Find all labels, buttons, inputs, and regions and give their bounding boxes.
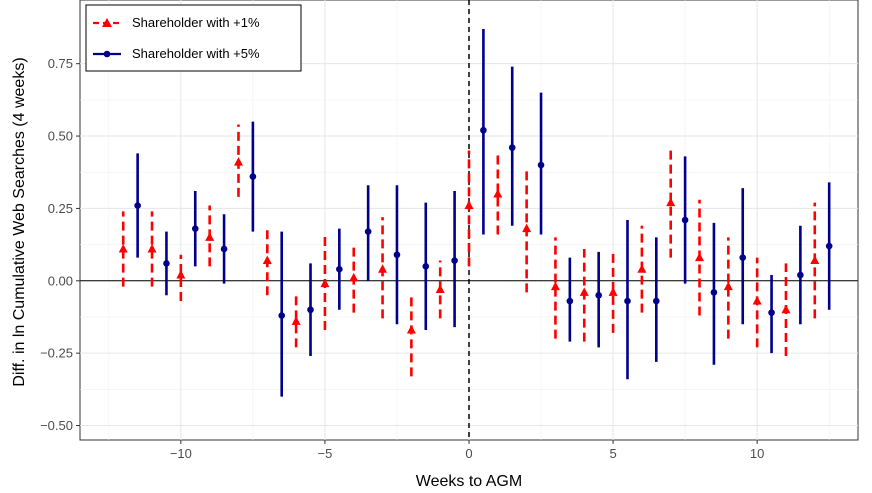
legend-key-series-2 <box>93 50 121 58</box>
point <box>205 232 215 241</box>
y-tick-label: 0.50 <box>48 129 73 144</box>
x-axis-title: Weeks to AGM <box>416 473 522 490</box>
point <box>608 287 618 296</box>
point <box>435 284 445 293</box>
series-marks <box>118 28 833 397</box>
x-tick-label: 0 <box>465 446 472 461</box>
y-tick-label: 0.75 <box>48 56 73 71</box>
point <box>393 251 401 259</box>
point <box>464 200 474 210</box>
point <box>752 296 762 305</box>
y-axis-title: Diff. in ln Cumulative Web Searches (4 w… <box>11 57 28 386</box>
point <box>191 225 199 232</box>
legend: Shareholder with +1% Shareholder with +5… <box>85 4 302 72</box>
legend-label-series-2: Shareholder with +5% <box>132 46 260 61</box>
point <box>566 297 574 305</box>
x-tick-label: 10 <box>750 446 764 461</box>
point <box>710 289 718 296</box>
point <box>291 316 301 325</box>
point <box>422 263 430 270</box>
point <box>134 202 141 209</box>
legend-label-series-1: Shareholder with +1% <box>132 15 260 30</box>
x-axis: −10 −5 0 5 10 <box>170 440 764 461</box>
y-tick-label: 0.00 <box>48 273 73 288</box>
point <box>163 260 170 267</box>
point <box>262 255 272 265</box>
point <box>336 265 343 273</box>
point <box>723 281 733 291</box>
point <box>739 254 747 261</box>
point <box>595 291 602 299</box>
point <box>249 173 257 180</box>
point <box>652 297 660 305</box>
point <box>522 223 532 233</box>
point <box>278 312 286 319</box>
series-1 <box>118 124 820 377</box>
point <box>147 243 157 253</box>
point <box>176 270 186 279</box>
point <box>480 126 487 134</box>
y-axis: −0.50 −0.25 0.00 0.25 0.50 0.75 <box>40 56 80 433</box>
point <box>825 242 833 250</box>
point <box>537 161 545 169</box>
legend-box <box>85 4 302 72</box>
point <box>579 287 589 296</box>
point <box>695 252 705 262</box>
point <box>349 272 359 282</box>
point <box>220 245 228 253</box>
point <box>364 228 372 235</box>
point <box>118 243 128 253</box>
point <box>508 144 516 151</box>
point <box>451 257 458 264</box>
point <box>307 306 314 314</box>
point <box>493 188 503 198</box>
point <box>810 255 820 265</box>
point <box>666 197 676 207</box>
point <box>378 264 388 273</box>
point <box>781 304 791 314</box>
x-tick-label: −10 <box>170 446 192 461</box>
point <box>637 264 647 273</box>
point <box>550 281 560 291</box>
point <box>233 157 243 166</box>
y-tick-label: −0.50 <box>40 418 73 433</box>
x-tick-label: 5 <box>609 446 616 461</box>
point <box>320 278 330 288</box>
point <box>624 297 631 305</box>
series-2 <box>134 28 833 397</box>
y-tick-label: −0.25 <box>40 346 73 361</box>
point <box>797 271 804 279</box>
x-tick-label: −5 <box>318 446 333 461</box>
point <box>406 325 416 334</box>
point <box>768 309 775 316</box>
y-tick-label: 0.25 <box>48 201 73 216</box>
legend-key-series-1 <box>93 18 121 27</box>
point <box>681 216 689 224</box>
